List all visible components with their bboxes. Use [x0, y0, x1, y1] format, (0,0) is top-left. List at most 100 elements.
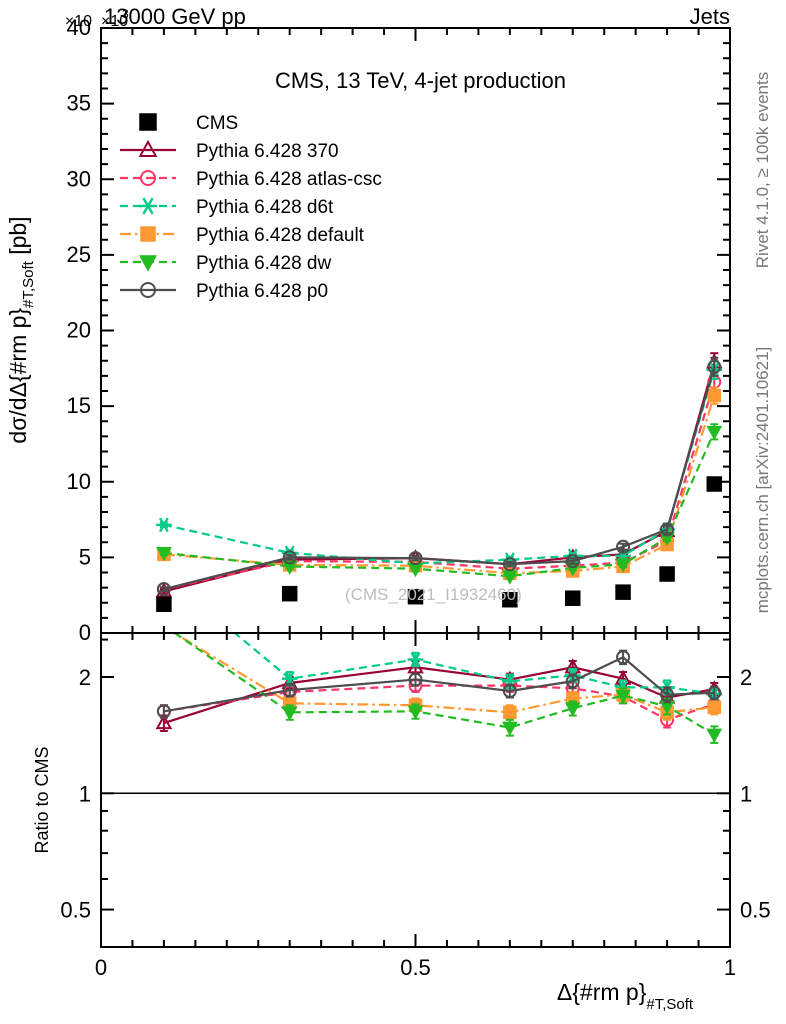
data-marker — [281, 706, 298, 721]
data-marker — [564, 702, 581, 717]
ratio-y-tick-label: 2 — [79, 665, 91, 690]
legend-entry-pythia-6-428-default[interactable]: Pythia 6.428 default — [120, 225, 365, 246]
series-line — [163, 381, 716, 591]
legend-entry-pythia-6-428-370[interactable]: Pythia 6.428 370 — [120, 139, 339, 162]
legend-entry-pythia-6-428-dw[interactable]: Pythia 6.428 dw — [120, 253, 331, 274]
y-tick-label: 5 — [79, 544, 91, 569]
data-marker — [502, 557, 517, 572]
ratio-y-tick-label: 0.5 — [60, 898, 91, 923]
y-tick-label: 40 — [67, 15, 91, 40]
data-marker — [565, 674, 580, 689]
data-marker — [139, 113, 157, 131]
y-tick-label: 35 — [67, 91, 91, 116]
data-marker — [616, 650, 631, 665]
data-marker — [407, 705, 424, 720]
data-marker — [502, 683, 517, 698]
scale-exponent-value: 3 — [122, 7, 129, 21]
data-marker — [281, 585, 298, 602]
data-marker — [408, 672, 423, 687]
data-marker — [501, 721, 518, 736]
series-line — [163, 369, 716, 565]
series-pythia-6-428-p0 — [156, 649, 722, 719]
ratio-y-tick-label-right: 2 — [740, 665, 752, 690]
data-marker — [156, 517, 172, 533]
data-marker — [660, 522, 675, 537]
series-line — [163, 366, 716, 591]
data-marker — [138, 139, 158, 157]
data-marker — [660, 687, 675, 702]
data-marker — [138, 197, 158, 215]
series-pythia-6-428-default — [157, 386, 722, 581]
scale-factor-label: ×10 — [65, 13, 92, 30]
series-line — [163, 666, 715, 725]
upper-panel-data — [155, 352, 723, 613]
legend-label: Pythia 6.428 d6t — [196, 197, 334, 218]
data-marker — [565, 554, 580, 569]
data-marker — [502, 591, 518, 608]
series-pythia-6-428-d6t — [156, 359, 723, 571]
beam-label: 13000 GeV pp — [104, 4, 246, 29]
ratio-panel-data — [155, 567, 723, 744]
legend-entry-pythia-6-428-atlas-csc[interactable]: Pythia 6.428 atlas-csc — [120, 169, 382, 190]
scale-exponent-label: ×10 — [101, 13, 128, 30]
ratio-y-tick-label-right: 0.5 — [740, 898, 771, 923]
data-marker — [706, 728, 723, 743]
process-label: Jets — [690, 4, 730, 29]
ratio-axis-label: Ratio to CMS — [32, 746, 52, 853]
data-marker — [408, 551, 423, 566]
data-marker — [156, 546, 172, 562]
data-marker — [156, 567, 172, 581]
series-pythia-6-428-atlas-csc — [156, 678, 722, 729]
series-line — [163, 361, 716, 593]
series-pythia-6-428-370 — [155, 658, 723, 732]
data-marker — [140, 170, 156, 186]
data-marker — [707, 700, 722, 715]
y-tick-label: 10 — [67, 469, 91, 494]
data-marker — [407, 652, 424, 667]
data-marker — [659, 566, 675, 582]
legend-entry-pythia-6-428-d6t[interactable]: Pythia 6.428 d6t — [120, 197, 334, 218]
y-tick-label: 25 — [67, 242, 91, 267]
series-cms — [156, 476, 723, 613]
series-pythia-6-428-p0 — [156, 356, 722, 597]
data-marker — [156, 704, 171, 719]
series-line — [163, 431, 716, 578]
y-tick-label: 20 — [67, 318, 91, 343]
y-tick-label: 0 — [79, 620, 91, 645]
ratio-y-tick-label-right: 1 — [740, 781, 752, 806]
data-marker — [565, 590, 581, 606]
data-marker — [616, 539, 631, 554]
data-marker — [407, 588, 424, 605]
ratio-y-tick-label: 1 — [79, 781, 91, 806]
x-tick-label: 0.5 — [400, 955, 431, 980]
data-marker — [615, 584, 631, 600]
series-pythia-6-428-dw — [156, 423, 723, 585]
series-line — [163, 655, 715, 713]
y-tick-label: 30 — [67, 166, 91, 191]
data-marker — [503, 705, 517, 720]
legend-label: Pythia 6.428 atlas-csc — [196, 169, 382, 190]
data-marker — [615, 558, 631, 573]
x-tick-label: 1 — [724, 955, 736, 980]
rivet-version-label: Rivet 4.1.0, ≥ 100k events — [753, 72, 772, 268]
data-marker — [706, 425, 723, 441]
data-marker — [282, 550, 297, 565]
legend-label: Pythia 6.428 p0 — [196, 281, 328, 302]
plot-title: CMS, 13 TeV, 4-jet production — [275, 68, 566, 93]
data-marker — [140, 226, 156, 242]
data-marker — [707, 388, 722, 403]
data-marker — [707, 685, 722, 700]
legend-entry-cms[interactable]: CMS — [139, 113, 238, 134]
legend-entry-pythia-6-428-p0[interactable]: Pythia 6.428 p0 — [120, 281, 328, 302]
data-marker — [282, 683, 297, 698]
x-axis-label: Δ{#rm p}#T,Soft — [557, 979, 694, 1013]
legend-label: Pythia 6.428 dw — [196, 253, 331, 274]
legend-label: Pythia 6.428 default — [196, 225, 365, 246]
series-line — [173, 634, 715, 714]
data-marker — [139, 255, 157, 272]
y-tick-label: 15 — [67, 393, 91, 418]
watermark-label: (CMS_2021_I1932460) — [345, 585, 522, 604]
data-marker — [140, 282, 156, 298]
data-marker — [615, 689, 631, 705]
